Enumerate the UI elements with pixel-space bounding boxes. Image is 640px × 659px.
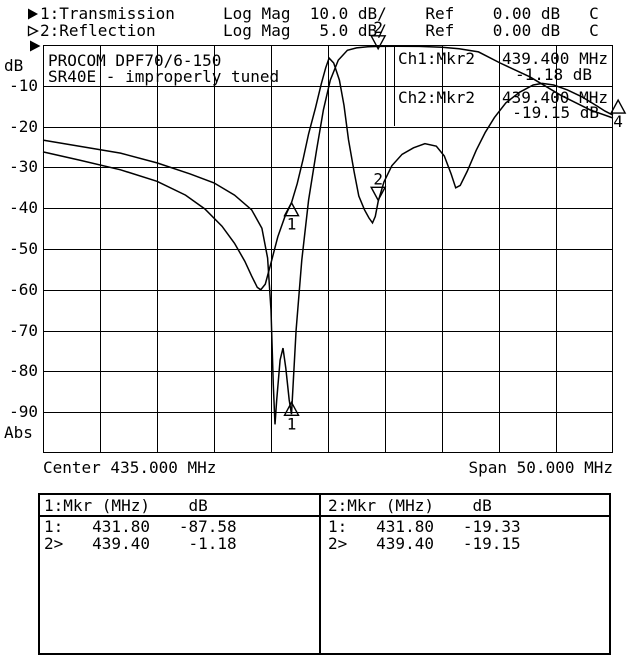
ch2-marker-readout-value: -19.15 dB xyxy=(512,103,599,122)
y-axis-label: -90 xyxy=(9,402,38,422)
ch1-marker-readout-value: -1.18 dB xyxy=(514,65,592,84)
y-axis-label: -30 xyxy=(9,157,38,177)
marker-table-ch2-header: 2:Mkr (MHz) dB xyxy=(328,496,492,515)
trace2-active-icon xyxy=(27,25,39,37)
marker-1-ch2-icon xyxy=(283,201,300,217)
marker-table-divider xyxy=(319,495,321,653)
ch1-status-line: 1:Transmission Log Mag 10.0 dB/ Ref 0.00… xyxy=(40,4,599,23)
span-label: Span 50.000 MHz xyxy=(468,458,614,477)
marker-table-header-separator xyxy=(40,515,609,517)
marker-4-ch1-label: 4 xyxy=(613,112,623,131)
y-axis-label: -70 xyxy=(9,320,38,340)
y-axis-label: -60 xyxy=(9,279,38,299)
marker-table-ch2-rows: 1: 431.80 -19.33 2> 439.40 -19.15 xyxy=(328,517,521,553)
marker-1-ch1-label: 1 xyxy=(287,414,297,433)
ch2-status-line: 2:Reflection Log Mag 5.0 dB/ Ref 0.00 dB… xyxy=(40,21,599,40)
marker-1-ch1-icon xyxy=(283,400,300,417)
y-axis-label: Abs xyxy=(4,423,33,442)
marker-table-ch1-header: 1:Mkr (MHz) dB xyxy=(44,496,208,515)
y-axis-label: -40 xyxy=(9,198,38,218)
marker-2-ch2-icon xyxy=(369,186,387,202)
center-frequency-label: Center 435.000 MHz xyxy=(43,458,217,477)
ref-level-indicator-icon xyxy=(30,40,41,52)
y-axis-label: dB xyxy=(4,56,24,75)
marker-1-ch2-label: 1 xyxy=(287,215,297,234)
trace1-active-icon xyxy=(28,8,38,20)
marker-table-ch1-rows: 1: 431.80 -87.58 2> 439.40 -1.18 xyxy=(44,517,237,553)
device-subtitle: SR40E - improperly tuned xyxy=(48,67,280,86)
marker-4-ch1-icon xyxy=(609,98,627,114)
marker-2-ch2-label: 2 xyxy=(373,169,383,188)
marker-table: 1:Mkr (MHz) dB 1: 431.80 -87.58 2> 439.4… xyxy=(38,493,611,655)
y-axis-label: -10 xyxy=(9,75,38,95)
ch2-marker-readout-label: Ch2:Mkr2 xyxy=(398,88,476,107)
ch1-marker-readout-label: Ch1:Mkr2 xyxy=(398,49,476,68)
y-axis-label: -20 xyxy=(9,116,38,136)
y-axis-label: -80 xyxy=(9,361,38,381)
y-axis-label: -50 xyxy=(9,239,38,258)
